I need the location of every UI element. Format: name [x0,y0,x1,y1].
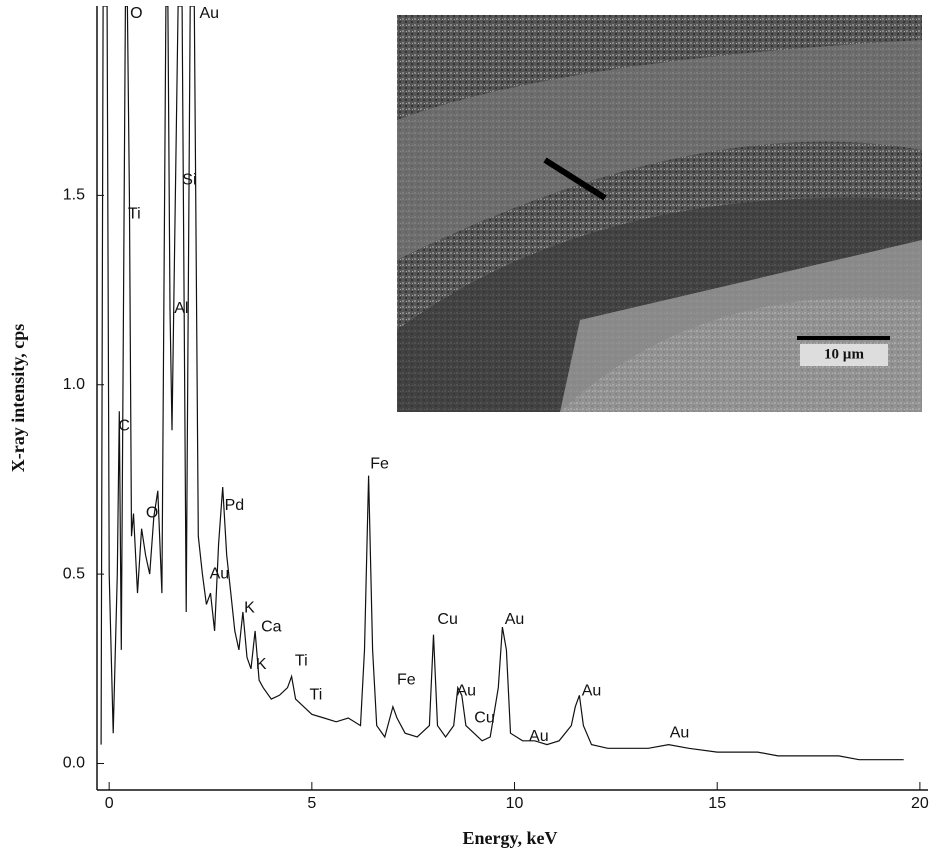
peak-label: Au [199,5,219,22]
peak-label: Au [529,728,549,745]
peak-label: Ti [310,687,323,704]
peak-label: Ti [128,206,141,223]
y-tick-label: 1.5 [63,187,85,204]
x-tick-label: 10 [506,795,524,812]
spectrum-line [100,6,904,761]
peak-label: Au [670,724,690,741]
peak-label: C [118,418,130,435]
peak-label: O [146,505,158,522]
x-tick-label: 20 [911,795,929,812]
scale-bar-label: 10 µm [824,346,864,362]
y-tick-label: 0.5 [63,565,85,582]
peak-label: Au [210,565,230,582]
sem-inset: 10 µm [397,15,922,412]
inset-shape [397,40,922,260]
x-axis-title: Energy, keV [462,828,557,848]
x-tick-label: 0 [105,795,114,812]
peak-label: Pd [225,497,245,514]
scale-bar-bg [800,344,888,366]
y-axis-title: X-ray intensity, cps [8,324,28,473]
x-tick-label: 15 [708,795,726,812]
peak-label: K [256,656,267,673]
peak-label: Ti [295,652,308,669]
plot-area [100,6,904,761]
peak-label: Fe [370,455,389,472]
peak-label: Al [174,300,188,317]
y-tick-label: 1.0 [63,376,85,393]
peak-label: K [244,599,255,616]
peak-label: Cu [474,709,494,726]
peak-label: O [130,5,142,22]
peak-label: Au [505,611,525,628]
inset-arrow [543,157,607,201]
peak-label: Fe [397,671,416,688]
y-tick-label: 0.0 [63,755,85,772]
peak-label: Ca [261,618,282,635]
x-tick-label: 5 [307,795,316,812]
peak-label: Au [456,683,476,700]
inset-shape [560,240,922,412]
peak-label: Au [582,683,602,700]
peak-label: Si [182,171,196,188]
peak-label: Cu [437,611,457,628]
